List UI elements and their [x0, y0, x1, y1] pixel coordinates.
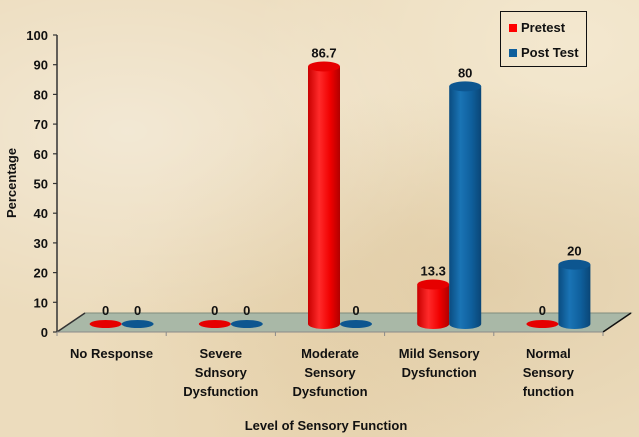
- legend-label-post-test: Post Test: [521, 45, 579, 60]
- bars: [89, 61, 591, 330]
- value-labels: 0 0 0 0 86.7 0 13.3 80 0 20: [102, 46, 582, 318]
- x-category-label: Sensory: [304, 365, 356, 380]
- value-label: 13.3: [421, 263, 446, 278]
- x-category-label: Sdnsory: [195, 365, 248, 380]
- legend: Pretest Post Test: [500, 11, 587, 67]
- value-label: 86.7: [311, 46, 336, 61]
- bar-post-test: [558, 259, 591, 329]
- x-category-label: Moderate: [301, 346, 359, 361]
- value-label: 20: [567, 244, 581, 259]
- y-tick-label: 40: [34, 206, 48, 221]
- y-tick-label: 60: [34, 147, 48, 162]
- y-tick-label: 20: [34, 266, 48, 281]
- legend-swatch-post-test: [509, 48, 517, 57]
- value-label: 0: [134, 303, 141, 318]
- x-axis: No Response Severe Sdnsory Dysfunction Moder…: [56, 331, 604, 399]
- x-axis-title: Level of Sensory Function: [245, 418, 408, 433]
- bar-post-test: [340, 320, 372, 328]
- floor-right-edge: [602, 312, 632, 333]
- bar-post-test: [449, 81, 482, 330]
- bar-pretest: [526, 320, 559, 328]
- value-label: 0: [539, 303, 546, 318]
- x-category-label: Dysfunction: [292, 384, 367, 399]
- y-tick-label: 100: [26, 28, 48, 43]
- value-label: 0: [102, 303, 109, 318]
- x-category-label: Mild Sensory: [399, 346, 481, 361]
- bar-pretest: [198, 320, 231, 328]
- legend-item-post-test: Post Test: [509, 45, 579, 60]
- x-category-label: Severe: [199, 346, 242, 361]
- bar-pretest: [89, 320, 122, 328]
- floor-left-edge: [56, 312, 86, 333]
- x-category-label: function: [523, 384, 574, 399]
- value-label: 0: [352, 303, 359, 318]
- y-tick-label: 30: [34, 236, 48, 251]
- legend-label-pretest: Pretest: [521, 20, 566, 35]
- x-category-label: Sensory: [523, 365, 575, 380]
- x-category-label: No Response: [70, 346, 153, 361]
- y-tick-label: 0: [41, 325, 48, 340]
- bar-pretest: [308, 61, 340, 329]
- y-tick-label: 50: [34, 177, 48, 192]
- value-label: 0: [211, 303, 218, 318]
- y-tick-label: 80: [34, 87, 48, 102]
- value-label: 0: [243, 303, 250, 318]
- bar-pretest: [417, 279, 450, 329]
- bar-post-test: [121, 320, 154, 328]
- bar-post-test: [230, 320, 263, 328]
- x-category-label: Normal: [526, 346, 571, 361]
- legend-item-pretest: Pretest: [509, 20, 565, 35]
- x-category-label: Dysfunction: [183, 384, 258, 399]
- y-tick-label: 70: [34, 117, 48, 132]
- legend-swatch-pretest: [509, 23, 517, 32]
- y-axis-title: Percentage: [4, 148, 19, 218]
- x-category-label: Dysfunction: [402, 365, 477, 380]
- y-tick-label: 10: [34, 295, 48, 310]
- y-tick-label: 90: [34, 58, 48, 73]
- y-axis: 0 10 20 30 40 50 60 70 80 90 100: [26, 28, 58, 340]
- value-label: 80: [458, 65, 472, 80]
